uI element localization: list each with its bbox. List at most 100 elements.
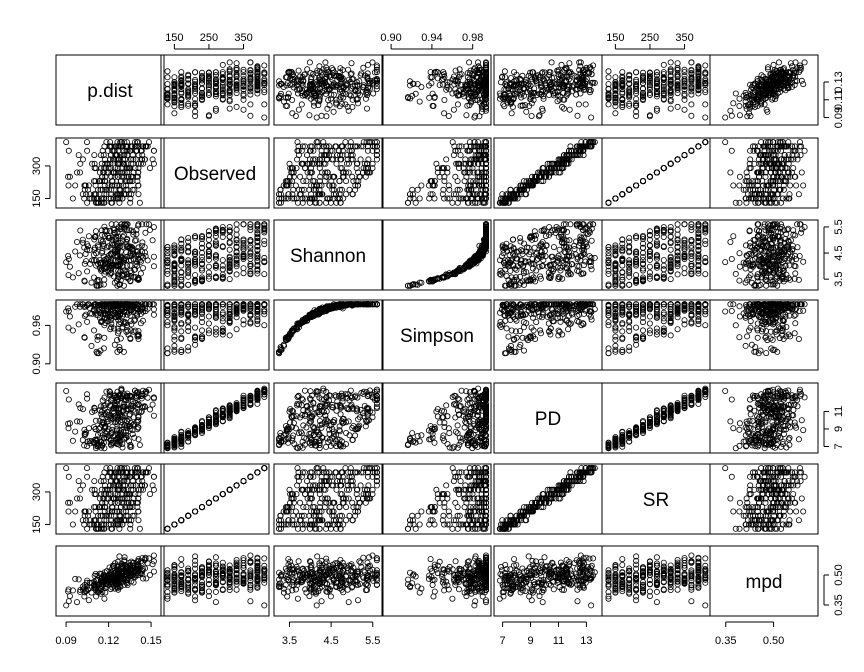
data-point xyxy=(295,67,302,74)
panel-shannon-vs-shannon: Shannon xyxy=(273,219,383,291)
data-point xyxy=(192,69,199,76)
data-point xyxy=(727,169,734,176)
data-point xyxy=(566,106,573,113)
data-point xyxy=(695,143,702,150)
data-point xyxy=(285,69,292,76)
data-point xyxy=(558,61,565,68)
data-point xyxy=(474,59,481,66)
data-point xyxy=(254,66,261,73)
data-point xyxy=(728,147,735,154)
data-point xyxy=(667,238,674,245)
data-point xyxy=(205,79,212,86)
data-point xyxy=(730,182,737,189)
data-point xyxy=(360,83,367,90)
data-point xyxy=(178,96,185,103)
data-point xyxy=(466,59,473,66)
data-point xyxy=(219,92,226,99)
data-point xyxy=(185,281,192,288)
data-point xyxy=(347,71,354,78)
data-point xyxy=(254,76,261,83)
data-point xyxy=(192,76,199,83)
data-point xyxy=(171,95,178,102)
data-point xyxy=(219,83,226,90)
data-point xyxy=(226,96,233,103)
data-point xyxy=(299,81,306,88)
data-point xyxy=(226,66,233,73)
data-point xyxy=(178,69,185,76)
data-point xyxy=(324,105,331,112)
data-point xyxy=(736,103,743,110)
data-point xyxy=(261,80,268,87)
data-point xyxy=(325,97,332,104)
panel-observed-vs-p-dist xyxy=(55,137,165,209)
data-point xyxy=(300,78,307,85)
data-point xyxy=(77,227,84,234)
data-point xyxy=(178,86,185,93)
data-point xyxy=(136,199,143,206)
data-point xyxy=(588,114,595,121)
data-point xyxy=(355,88,362,95)
data-point xyxy=(247,85,254,92)
data-point xyxy=(373,62,380,69)
data-point xyxy=(452,173,459,180)
data-point xyxy=(212,84,219,91)
data-point xyxy=(178,80,185,87)
variable-label-observed: Observed xyxy=(174,164,256,185)
data-point xyxy=(240,221,247,228)
data-point xyxy=(233,60,240,67)
data-point xyxy=(449,90,456,97)
data-point xyxy=(373,86,380,93)
data-point xyxy=(226,233,233,240)
data-point xyxy=(306,59,313,66)
data-point xyxy=(732,199,739,206)
data-point xyxy=(316,95,323,102)
data-point xyxy=(72,248,79,255)
data-point xyxy=(441,110,448,117)
data-point xyxy=(261,89,268,96)
data-point xyxy=(509,236,516,243)
data-point xyxy=(463,112,470,119)
data-point xyxy=(445,113,452,120)
data-point xyxy=(548,59,555,66)
data-point xyxy=(732,90,739,97)
data-point xyxy=(240,66,247,73)
data-point xyxy=(198,90,205,97)
data-point xyxy=(612,195,619,202)
data-point xyxy=(330,108,337,115)
data-point xyxy=(171,86,178,93)
data-point xyxy=(205,89,212,96)
data-point xyxy=(240,86,247,93)
data-point xyxy=(240,69,247,76)
data-point xyxy=(702,139,709,146)
data-point xyxy=(612,110,619,117)
data-point xyxy=(164,74,171,81)
data-point xyxy=(674,156,681,163)
data-point xyxy=(284,80,291,87)
data-point xyxy=(226,240,233,247)
panel-shannon-vs-observed xyxy=(160,219,270,291)
data-point xyxy=(178,104,185,111)
data-point xyxy=(205,92,212,99)
data-point xyxy=(727,107,734,114)
data-point xyxy=(247,81,254,88)
data-point xyxy=(449,139,456,146)
data-point xyxy=(137,270,144,277)
data-point xyxy=(434,75,441,82)
data-point xyxy=(472,97,479,104)
data-point xyxy=(261,78,268,85)
data-point xyxy=(322,76,329,83)
data-point xyxy=(164,68,171,75)
data-point xyxy=(795,191,802,198)
data-point xyxy=(308,80,315,87)
panel-p-dist-vs-pd xyxy=(493,54,603,126)
data-point xyxy=(582,101,589,108)
data-point xyxy=(219,87,226,94)
data-point xyxy=(65,182,72,189)
data-point xyxy=(92,228,99,235)
data-point xyxy=(674,103,681,110)
data-point xyxy=(261,241,268,248)
data-point xyxy=(348,60,355,67)
data-point xyxy=(261,271,268,278)
data-point xyxy=(443,156,450,163)
